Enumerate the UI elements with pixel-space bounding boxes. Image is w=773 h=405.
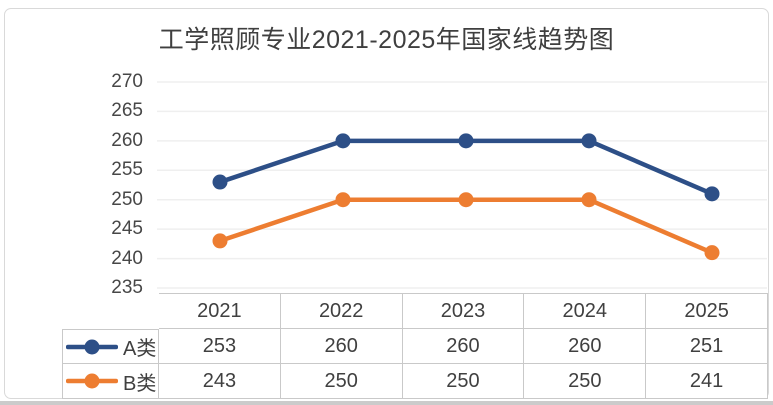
data-point-B类-2021 <box>212 233 228 249</box>
y-axis-label-265: 265 <box>111 100 143 122</box>
data-point-A类-2025 <box>704 186 720 202</box>
table-value-b-2023: 250 <box>402 364 525 399</box>
y-axis-label-250: 250 <box>111 188 143 210</box>
series-line-B类 <box>217 197 715 255</box>
table-value-b-2021: 243 <box>159 364 281 399</box>
series-line-A类 <box>217 138 715 197</box>
table-value-a-2023: 260 <box>402 329 525 364</box>
data-point-B类-2025 <box>704 245 720 261</box>
y-axis-label-270: 270 <box>111 71 143 92</box>
y-axis-label-245: 245 <box>111 218 143 240</box>
year-header-2023: 2023 <box>402 293 525 329</box>
chart-title: 工学照顾专业2021-2025年国家线趋势图 <box>158 26 615 54</box>
data-table: 2021 2022 2023 2024 2025 A类 253 260 260 … <box>62 293 768 399</box>
data-point-A类-2024 <box>581 133 597 149</box>
legend-item-a: A类 <box>62 329 159 364</box>
table-value-a-2022: 260 <box>280 329 403 364</box>
data-point-A类-2022 <box>335 133 351 149</box>
data-point-B类-2024 <box>581 192 597 208</box>
data-point-A类-2021 <box>212 174 228 190</box>
table-value-a-2021: 253 <box>159 329 281 364</box>
legend-key-b-icon <box>66 373 118 389</box>
data-point-A类-2023 <box>458 133 474 149</box>
legend-item-b: B类 <box>62 364 159 399</box>
legend-marker-b-icon <box>84 373 100 389</box>
table-value-a-2025: 251 <box>646 329 768 364</box>
year-header-2024: 2024 <box>524 293 647 329</box>
data-point-B类-2022 <box>335 192 351 208</box>
y-axis-label-260: 260 <box>111 129 143 151</box>
y-axis-label-240: 240 <box>111 247 143 269</box>
table-value-b-2022: 250 <box>280 364 403 399</box>
table-value-a-2024: 260 <box>524 329 647 364</box>
table-corner-blank <box>62 293 159 329</box>
legend-key-a-icon <box>66 339 118 354</box>
year-header-2021: 2021 <box>159 293 281 329</box>
table-value-b-2024: 250 <box>524 364 647 399</box>
legend-marker-a-icon <box>84 339 100 354</box>
year-header-2025: 2025 <box>646 293 768 329</box>
data-point-B类-2023 <box>458 192 474 208</box>
year-header-2022: 2022 <box>280 293 403 329</box>
table-value-b-2025: 241 <box>646 364 768 399</box>
y-axis-label-235: 235 <box>111 277 143 298</box>
bottom-edge-strip <box>0 401 773 405</box>
legend-label-b: B类 <box>123 372 157 395</box>
y-axis-label-255: 255 <box>111 159 143 181</box>
legend-label-a: A类 <box>123 338 157 360</box>
